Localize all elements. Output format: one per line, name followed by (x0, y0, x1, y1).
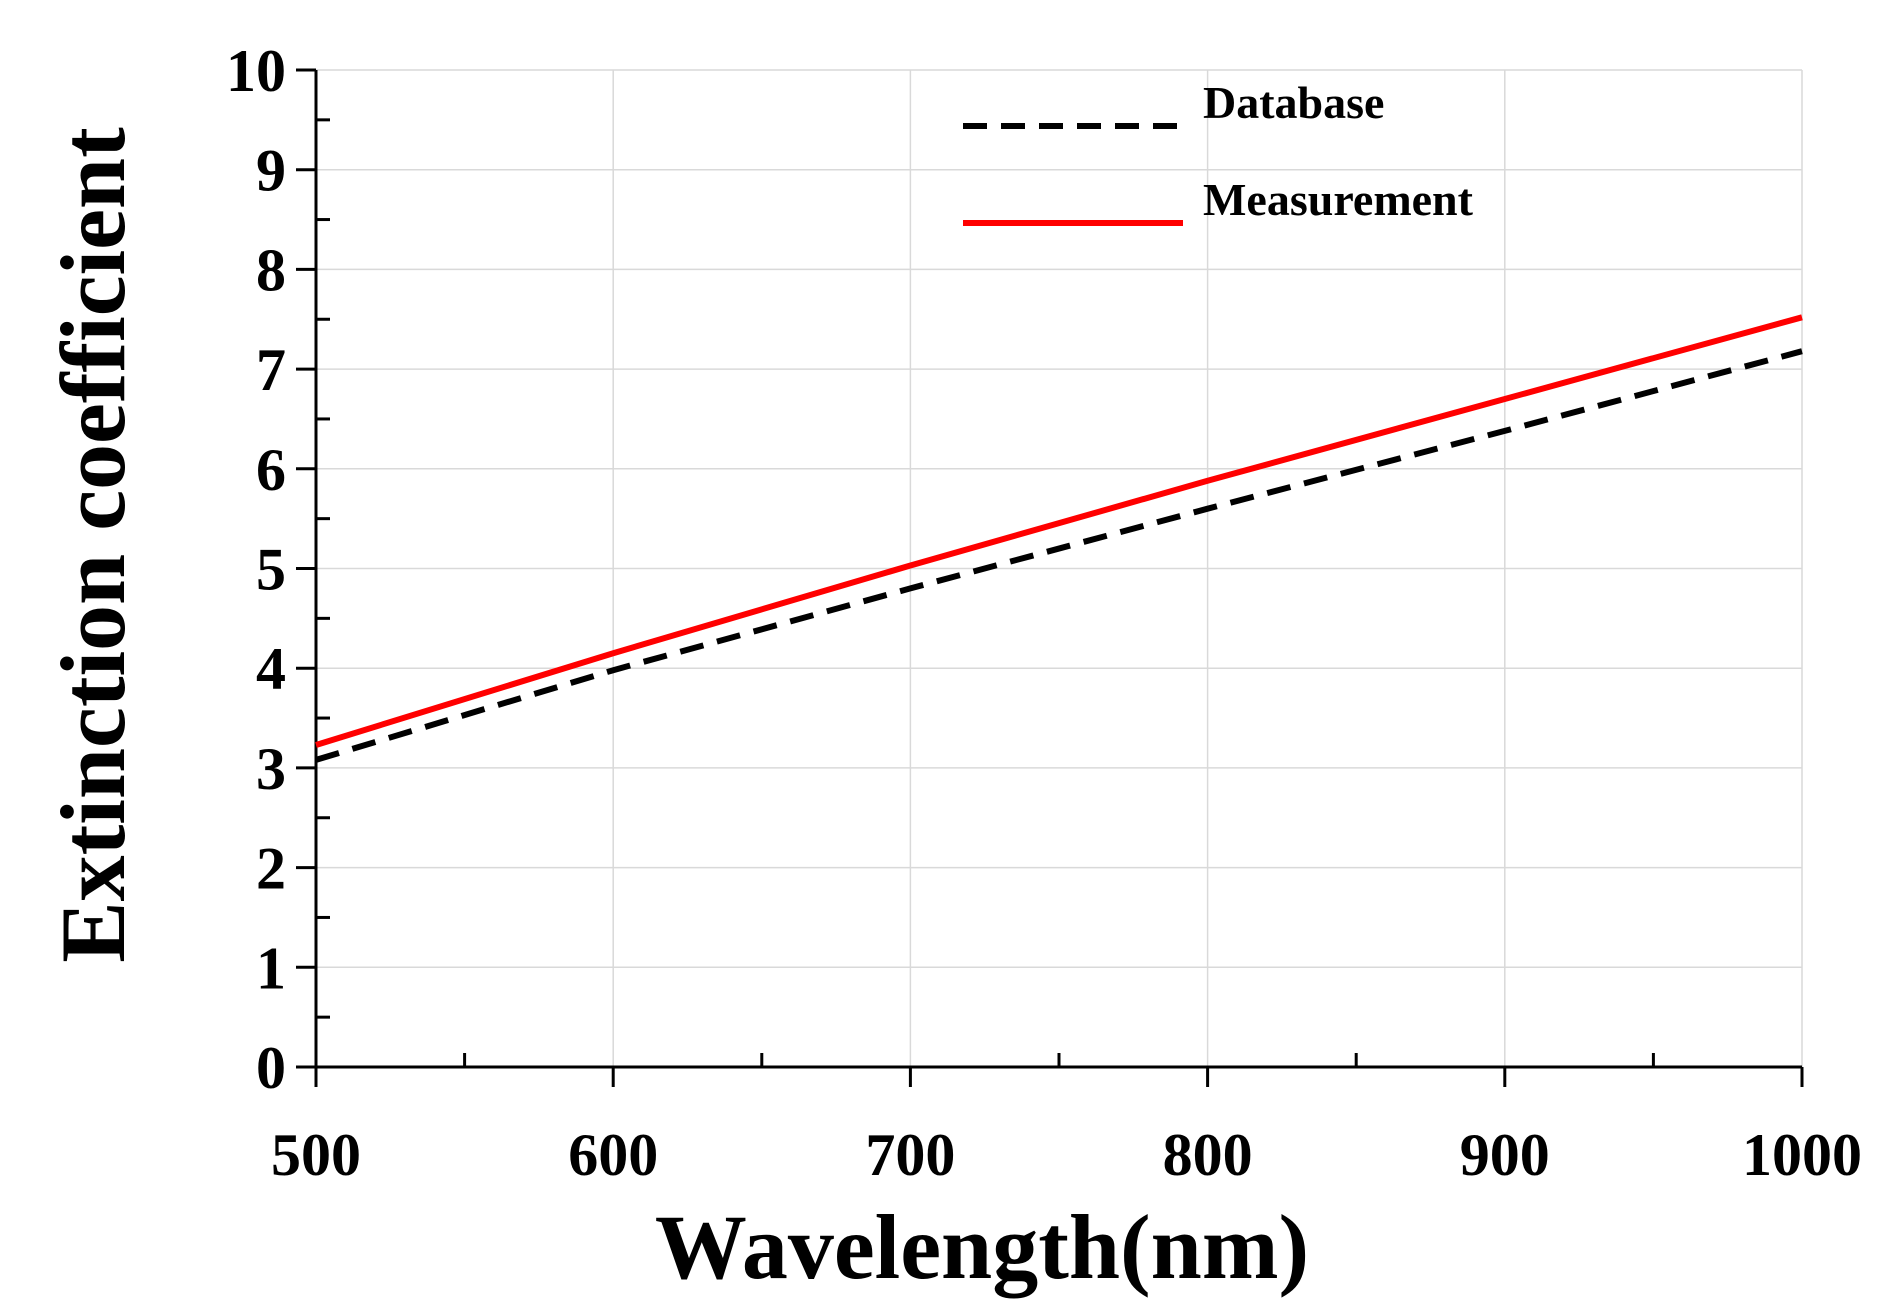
series-line-measurement (315, 314, 1803, 748)
y-axis-title: Extinction coefficient (42, 127, 144, 963)
y-tick-label: 10 (226, 38, 286, 104)
y-tick-label: 5 (256, 537, 286, 603)
legend-label-measurement: Measurement (1203, 174, 1474, 225)
y-tick-label: 8 (256, 237, 286, 303)
ticks: 0 1 2 3 4 5 6 7 8 9 10 500 600 700 800 900 1000 (226, 38, 1862, 1188)
x-tick-label: 500 (271, 1122, 361, 1188)
y-tick-label: 7 (256, 337, 286, 403)
x-tick-label: 1000 (1742, 1122, 1862, 1188)
y-tick-label: 9 (256, 138, 286, 204)
grid (316, 69, 1803, 1067)
y-tick-label: 4 (256, 636, 286, 702)
y-tick-label: 0 (256, 1035, 286, 1101)
y-tick-label: 2 (256, 836, 286, 902)
x-tick-label: 800 (1163, 1122, 1253, 1188)
x-axis-title: Wavelength(nm) (655, 1196, 1309, 1298)
x-tick-label: 900 (1460, 1122, 1550, 1188)
x-tick-label: 600 (568, 1122, 658, 1188)
y-tick-label: 1 (256, 935, 286, 1001)
legend-label-database: Database (1203, 77, 1384, 128)
x-tick-label: 700 (865, 1122, 955, 1188)
series-layer (315, 314, 1803, 763)
series-line-database (315, 348, 1803, 763)
y-tick-label: 6 (256, 437, 286, 503)
legend: Database Measurement (963, 77, 1474, 226)
y-tick-label: 3 (256, 736, 286, 802)
